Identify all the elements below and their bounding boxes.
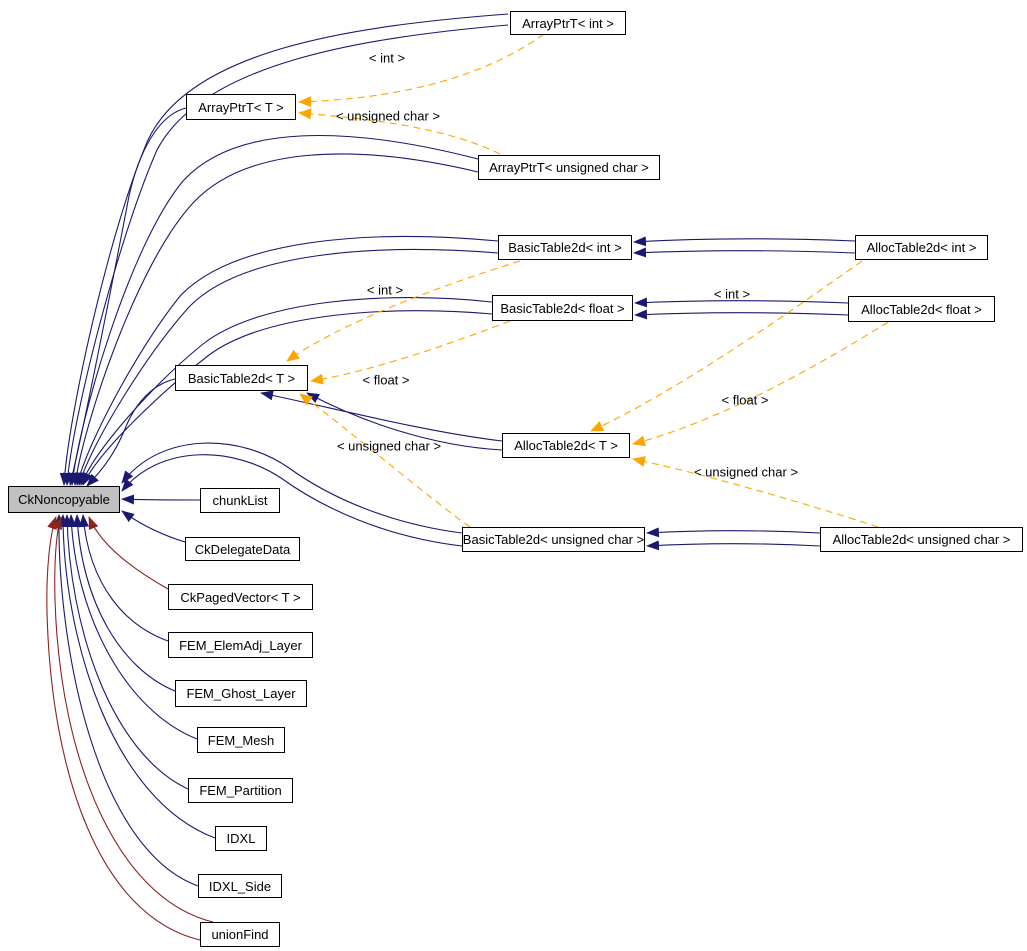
edge-fem-mesh-to-cknoncopyable: [66, 514, 198, 740]
class-node-fem-elemadj-layer[interactable]: FEM_ElemAdj_Layer: [168, 632, 313, 658]
edge-alloctable2d-t-to-basictable2d-t-b: [306, 392, 503, 451]
edge-alloctable2d-float-instantiation: [632, 321, 889, 447]
edge-alloctable2d-unsigned-char-to-basictable2d-unsigned-char-a: [646, 527, 821, 538]
edge-chunklist-to-cknoncopyable: [121, 494, 201, 505]
edge-alloctable2d-unsigned-char-to-basictable2d-unsigned-char-b: [646, 540, 821, 551]
template-arg-label: < unsigned char >: [335, 108, 441, 124]
class-node-unionfind[interactable]: unionFind: [200, 922, 280, 947]
class-node-fem-mesh[interactable]: FEM_Mesh: [197, 727, 285, 753]
edge-arrayptrt-int-to-cknoncopyable-a: [59, 13, 509, 486]
edge-alloctable2d-int-to-basictable2d-int-b: [633, 247, 856, 258]
class-node-arrayptrt-t[interactable]: ArrayPtrT< T >: [186, 94, 296, 120]
edge-alloctable2d-int-to-basictable2d-int-a: [633, 236, 856, 247]
edge-fem-ghost-layer-to-cknoncopyable: [72, 514, 176, 692]
class-node-alloctable2d-unsigned-char[interactable]: AllocTable2d< unsigned char >: [820, 527, 1023, 552]
class-node-arrayptrt-int[interactable]: ArrayPtrT< int >: [510, 11, 626, 35]
edge-ckdelegatedata-to-cknoncopyable: [121, 510, 186, 543]
class-node-idxl-side[interactable]: IDXL_Side: [198, 874, 282, 898]
template-arg-label: < unsigned char >: [693, 464, 799, 480]
edge-basictable2d-int-instantiation: [286, 260, 521, 362]
edge-alloctable2d-unsigned-char-instantiation: [632, 456, 879, 528]
class-node-ckpagedvector-t[interactable]: CkPagedVector< T >: [168, 584, 313, 610]
edge-basictable2d-float-instantiation: [310, 320, 511, 385]
class-node-basictable2d-float[interactable]: BasicTable2d< float >: [492, 295, 633, 321]
class-node-cknoncopyable: CkNoncopyable: [8, 486, 120, 513]
edge-alloctable2d-t-to-basictable2d-t-a: [260, 390, 503, 442]
edge-fem-elemadj-layer-to-cknoncopyable: [79, 514, 169, 642]
edge-arrayptrt-int-to-cknoncopyable-b: [62, 24, 509, 486]
edge-unionfind-to-cknoncopyable-b: [46, 516, 201, 941]
edge-unionfind-to-cknoncopyable-a: [52, 516, 214, 923]
class-node-basictable2d-int[interactable]: BasicTable2d< int >: [498, 235, 632, 260]
class-node-alloctable2d-int[interactable]: AllocTable2d< int >: [855, 235, 988, 260]
edge-basictable2d-unsigned-char-to-cknoncopyable-a: [121, 442, 463, 534]
template-arg-label: < int >: [368, 50, 406, 66]
class-node-chunklist[interactable]: chunkList: [200, 488, 280, 513]
edge-idxl-side-to-cknoncopyable: [53, 514, 199, 887]
class-node-arrayptrt-unsigned-char[interactable]: ArrayPtrT< unsigned char >: [478, 155, 660, 180]
template-arg-label: < int >: [713, 286, 751, 302]
edge-basictable2d-float-to-cknoncopyable-a: [80, 297, 493, 486]
template-arg-label: < int >: [366, 282, 404, 298]
class-node-ckdelegatedata[interactable]: CkDelegateData: [185, 537, 300, 561]
edge-arrayptrt-unsigned-char-to-cknoncopyable-a: [68, 135, 479, 486]
class-node-alloctable2d-t[interactable]: AllocTable2d< T >: [502, 433, 630, 458]
edge-basictable2d-unsigned-char-instantiation: [299, 393, 471, 528]
template-arg-label: < unsigned char >: [336, 438, 442, 454]
edge-basictable2d-float-to-cknoncopyable-b: [82, 310, 493, 486]
edge-arrayptrt-unsigned-char-instantiation: [298, 108, 501, 155]
edge-basictable2d-int-to-cknoncopyable-a: [75, 235, 499, 486]
template-arg-label: < float >: [721, 392, 769, 408]
class-node-basictable2d-t[interactable]: BasicTable2d< T >: [175, 365, 308, 391]
edge-arrayptrt-unsigned-char-to-cknoncopyable-b: [71, 153, 479, 486]
edge-fem-partition-to-cknoncopyable: [62, 514, 189, 790]
class-node-basictable2d-unsigned-char[interactable]: BasicTable2d< unsigned char >: [462, 527, 645, 552]
edge-idxl-to-cknoncopyable: [58, 514, 216, 839]
template-arg-label: < float >: [362, 372, 410, 388]
edge-alloctable2d-int-instantiation: [590, 260, 863, 432]
edge-basictable2d-unsigned-char-to-cknoncopyable-b: [121, 454, 463, 547]
class-node-fem-partition[interactable]: FEM_Partition: [188, 778, 293, 803]
class-node-fem-ghost-layer[interactable]: FEM_Ghost_Layer: [175, 680, 307, 707]
edge-arrayptrt-int-instantiation: [298, 33, 545, 108]
class-node-alloctable2d-float[interactable]: AllocTable2d< float >: [848, 296, 995, 322]
edge-basictable2d-t-to-cknoncopyable: [86, 378, 176, 487]
class-node-idxl[interactable]: IDXL: [215, 826, 267, 851]
edge-ckpagedvector-t-to-cknoncopyable: [88, 516, 169, 590]
edge-alloctable2d-float-to-basictable2d-float-b: [634, 309, 849, 320]
edge-basictable2d-int-to-cknoncopyable-b: [77, 249, 499, 486]
edge-alloctable2d-float-to-basictable2d-float-a: [634, 297, 849, 308]
